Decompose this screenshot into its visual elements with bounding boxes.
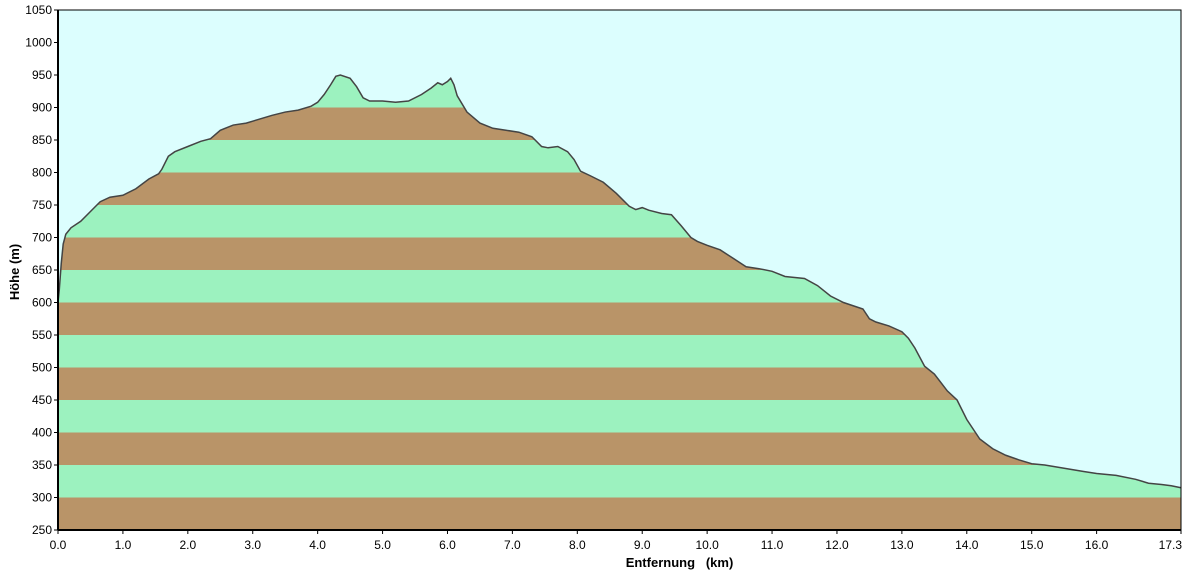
y-tick-label: 950: [32, 68, 52, 82]
y-tick-label: 900: [32, 101, 52, 115]
y-tick-label: 850: [32, 133, 52, 147]
y-tick-label: 650: [32, 263, 52, 277]
y-tick-label: 750: [32, 198, 52, 212]
x-axis-title: Entfernung (km): [626, 555, 734, 570]
x-tick-label: 0.0: [50, 538, 67, 552]
x-tick-label: 12.0: [825, 538, 849, 552]
y-tick-label: 350: [32, 458, 52, 472]
y-tick-label: 250: [32, 523, 52, 537]
x-tick-label: 1.0: [115, 538, 132, 552]
y-tick-label: 1000: [25, 36, 52, 50]
elevation-profile-line: [57, 74, 1182, 489]
x-tick-label: 16.0: [1085, 538, 1109, 552]
y-tick-label: 600: [32, 296, 52, 310]
y-axis-title: Höhe (m): [7, 244, 22, 300]
x-tick-label: 9.0: [634, 538, 651, 552]
x-axis-ticks: 0.0 1.0 2.0 3.0 4.0 5.0 6.0 7.0 8.0 9.0 10.0 11.0 12…: [50, 530, 1183, 552]
x-tick-label: 6.0: [439, 538, 456, 552]
x-tick-label: 15.0: [1020, 538, 1044, 552]
x-tick-label: 3.0: [244, 538, 261, 552]
y-tick-label: 300: [32, 491, 52, 505]
x-tick-label: 13.0: [890, 538, 914, 552]
x-tick-label: 8.0: [569, 538, 586, 552]
y-tick-label: 450: [32, 393, 52, 407]
y-tick-label: 400: [32, 426, 52, 440]
x-tick-label: 7.0: [504, 538, 521, 552]
x-tick-label: 2.0: [179, 538, 196, 552]
x-tick-label: 11.0: [761, 538, 784, 552]
x-tick-label: 14.0: [955, 538, 979, 552]
x-tick-label: 17.3: [1159, 538, 1183, 552]
elevation-band: [58, 497, 1181, 530]
y-tick-label: 1050: [25, 3, 52, 17]
y-tick-label: 800: [32, 166, 52, 180]
x-tick-label: 4.0: [309, 538, 326, 552]
y-tick-label: 550: [32, 328, 52, 342]
x-tick-label: 5.0: [374, 538, 391, 552]
y-tick-label: 700: [32, 231, 52, 245]
y-tick-label: 500: [32, 361, 52, 375]
y-axis-ticks: 250 300 350 400 450 500 550 600 650 700 750 800 850 9…: [25, 3, 58, 537]
x-tick-label: 10.0: [695, 538, 719, 552]
elevation-band: [58, 465, 1181, 498]
